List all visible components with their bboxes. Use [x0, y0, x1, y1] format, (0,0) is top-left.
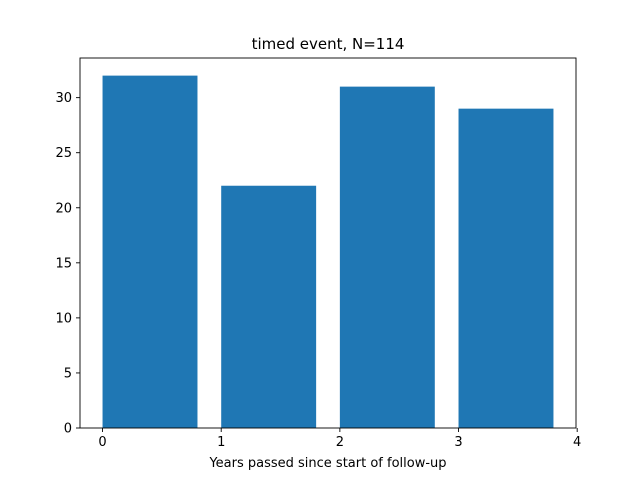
bar-2: [339, 86, 435, 428]
bar-0: [102, 75, 198, 428]
y-tick-label-1: 5: [64, 366, 72, 381]
axes-layer: 0 1 2 3 4 0 5 10 15 20 25 30: [55, 57, 581, 450]
x-axis-label: Years passed since start of follow-up: [208, 456, 446, 471]
x-tick-label-2: 2: [336, 435, 344, 450]
bar-1: [221, 185, 317, 428]
y-tick-label-6: 30: [55, 91, 72, 106]
y-tick-label-0: 0: [64, 422, 72, 437]
bars-layer: [102, 75, 554, 429]
x-tick-label-1: 1: [217, 435, 225, 450]
y-tick-label-5: 25: [55, 146, 72, 161]
plot-frame: [79, 57, 577, 429]
x-tick-label-0: 0: [98, 435, 106, 450]
y-tick-label-4: 20: [55, 201, 72, 216]
x-tick-label-3: 3: [454, 435, 462, 450]
chart-title: timed event, N=114: [252, 35, 405, 53]
bar-3: [458, 108, 554, 429]
x-tick-label-4: 4: [573, 435, 581, 450]
y-tick-label-2: 10: [55, 311, 72, 326]
y-tick-label-3: 15: [55, 256, 72, 271]
